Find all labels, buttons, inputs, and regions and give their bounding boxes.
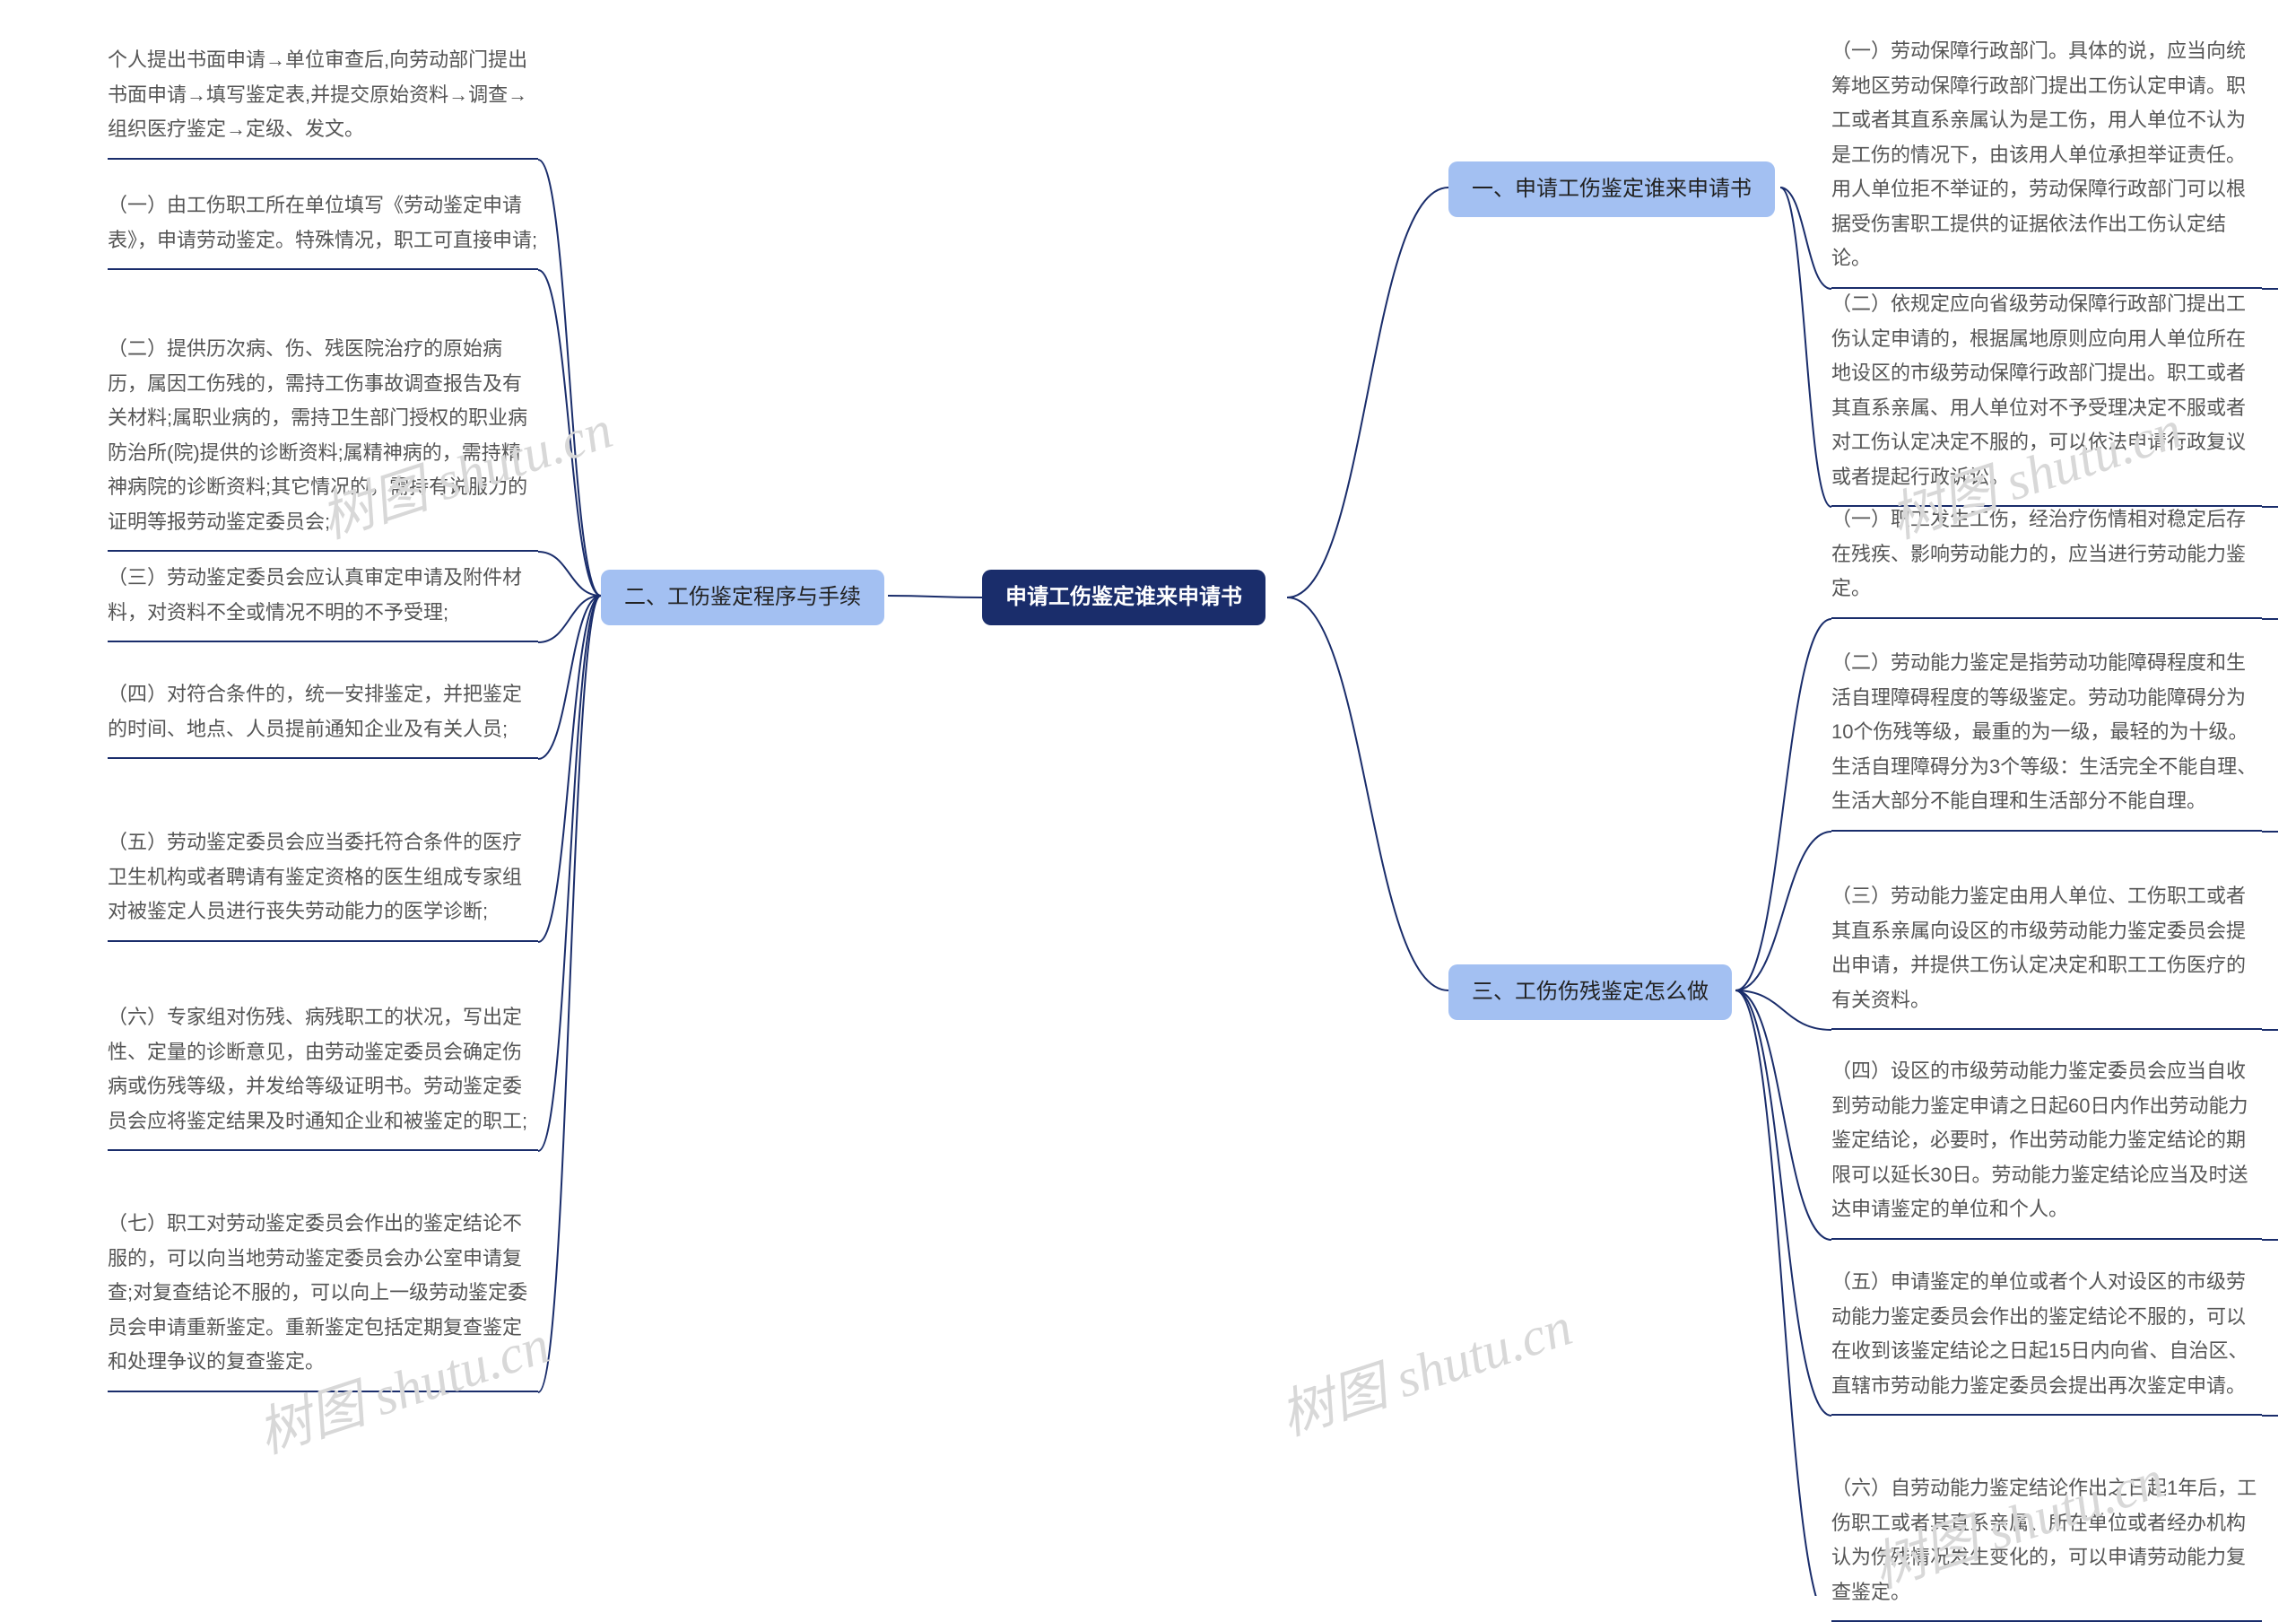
center-node: 申请工伤鉴定谁来申请书 — [982, 570, 1265, 625]
leaf-node: （三）劳动鉴定委员会应认真审定申请及附件材料，对资料不全或情况不明的不予受理; — [108, 561, 538, 642]
leaf-node: （二）依规定应向省级劳动保障行政部门提出工伤认定申请的，根据属地原则应向用人单位… — [1831, 287, 2262, 507]
leaf-node: （二）提供历次病、伤、残医院治疗的原始病历，属因工伤残的，需持工伤事故调查报告及… — [108, 332, 538, 552]
branch-node: 二、工伤鉴定程序与手续 — [601, 570, 884, 625]
leaf-node: （一）职工发生工伤，经治疗伤情相对稳定后存在残疾、影响劳动能力的，应当进行劳动能… — [1831, 502, 2262, 619]
branch-node: 三、工伤伤残鉴定怎么做 — [1448, 964, 1732, 1020]
leaf-node: （一）由工伤职工所在单位填写《劳动鉴定申请表》，申请劳动鉴定。特殊情况，职工可直… — [108, 188, 538, 270]
leaf-node: （三）劳动能力鉴定由用人单位、工伤职工或者其直系亲属向设区的市级劳动能力鉴定委员… — [1831, 879, 2262, 1030]
leaf-node: （一）劳动保障行政部门。具体的说，应当向统筹地区劳动保障行政部门提出工伤认定申请… — [1831, 34, 2262, 289]
leaf-node: （四）对符合条件的，统一安排鉴定，并把鉴定的时间、地点、人员提前通知企业及有关人… — [108, 677, 538, 759]
leaf-node: （五）劳动鉴定委员会应当委托符合条件的医疗卫生机构或者聘请有鉴定资格的医生组成专… — [108, 825, 538, 942]
leaf-node: （六）自劳动能力鉴定结论作出之日起1年后，工伤职工或者其直系亲属、所在单位或者经… — [1831, 1471, 2262, 1622]
leaf-node: （四）设区的市级劳动能力鉴定委员会应当自收到劳动能力鉴定申请之日起60日内作出劳… — [1831, 1054, 2262, 1240]
leaf-node: （六）专家组对伤残、病残职工的状况，写出定性、定量的诊断意见，由劳动鉴定委员会确… — [108, 1000, 538, 1151]
watermark-text: 树图 shutu.cn — [1269, 1283, 1580, 1451]
leaf-node: 个人提出书面申请→单位审查后,向劳动部门提出书面申请→填写鉴定表,并提交原始资料… — [108, 43, 538, 160]
leaf-node: （五）申请鉴定的单位或者个人对设区的市级劳动能力鉴定委员会作出的鉴定结论不服的，… — [1831, 1265, 2262, 1416]
branch-node: 一、申请工伤鉴定谁来申请书 — [1448, 161, 1775, 217]
leaf-node: （七）职工对劳动鉴定委员会作出的鉴定结论不服的，可以向当地劳动鉴定委员会办公室申… — [108, 1207, 538, 1392]
leaf-node: （二）劳动能力鉴定是指劳动功能障碍程度和生活自理障碍程度的等级鉴定。劳动功能障碍… — [1831, 646, 2262, 832]
